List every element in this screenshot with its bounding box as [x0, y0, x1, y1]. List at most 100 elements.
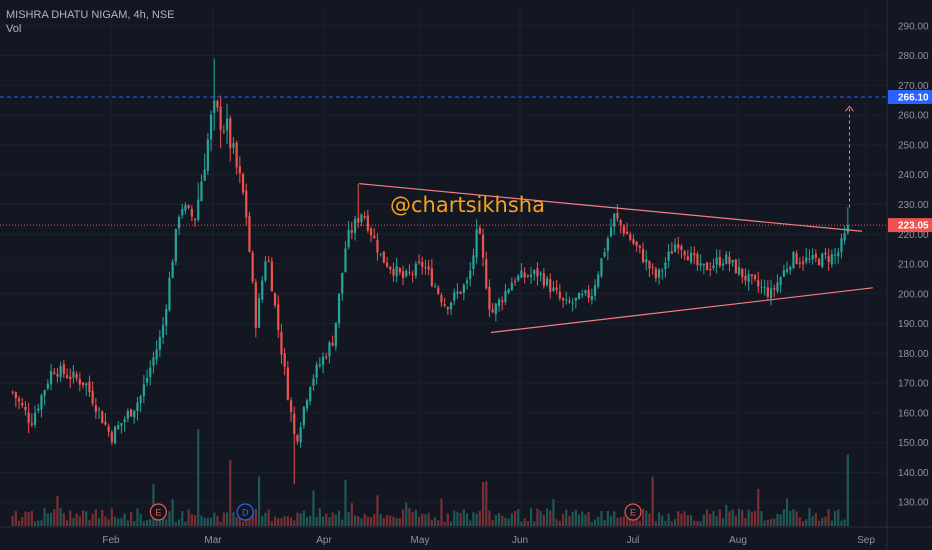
volume-bar: [574, 509, 577, 526]
volume-bar: [347, 512, 350, 526]
candle-body: [72, 371, 75, 378]
candle-body: [414, 263, 417, 276]
candle-body: [846, 225, 849, 233]
candle-body: [497, 299, 501, 307]
volume-bar: [526, 521, 529, 526]
candle-body: [494, 303, 497, 314]
candle-body: [520, 270, 523, 278]
candle-body: [30, 423, 33, 426]
volume-bar: [462, 509, 465, 526]
candle-body: [606, 238, 609, 252]
candle-body: [533, 270, 536, 274]
volume-bar: [65, 520, 69, 526]
candle-body: [833, 254, 837, 256]
candle-body: [795, 253, 798, 264]
volume-bar: [225, 512, 229, 526]
volume-bar: [545, 508, 549, 526]
volume-bar: [741, 509, 744, 526]
earnings-marker: [624, 503, 642, 521]
candle-body: [689, 252, 693, 263]
volume-bar: [241, 521, 245, 526]
candle-body: [645, 259, 648, 263]
volume-bar: [814, 513, 817, 526]
volume-bar: [69, 510, 72, 526]
volume-bar: [91, 513, 94, 526]
volume-bar: [491, 519, 494, 526]
y-tick-label: 270.00: [898, 81, 929, 92]
candle-body: [261, 280, 264, 300]
volume-bar: [581, 511, 584, 526]
volume-bar: [168, 511, 171, 526]
y-tick-label: 170.00: [898, 379, 929, 390]
candle-body: [78, 378, 81, 385]
candle-body: [539, 272, 542, 275]
volume-bar: [94, 509, 97, 526]
candle-body: [206, 139, 209, 171]
candle-body: [337, 293, 341, 324]
candle-body: [433, 286, 437, 288]
candle-body: [257, 298, 261, 328]
candle-body: [235, 142, 238, 168]
volume-bar: [510, 513, 513, 526]
volume-bar: [123, 513, 126, 526]
volume-bar: [78, 516, 81, 526]
volume-bar: [56, 495, 59, 526]
volume-bar: [17, 520, 21, 526]
volume-bar: [334, 514, 337, 526]
candle-body: [113, 426, 117, 444]
chart-header: MISHRA DHATU NIGAM, 4h, NSE Vol: [6, 8, 175, 36]
target-arrow-head: [845, 105, 854, 112]
candle-body: [683, 251, 686, 256]
candle-body: [401, 271, 405, 278]
volume-bar: [405, 502, 408, 526]
candle-body: [14, 392, 17, 399]
volume-bar: [40, 520, 43, 526]
volume-bar: [440, 498, 443, 526]
candle-body: [817, 259, 821, 266]
candle-body: [209, 114, 213, 140]
candle-body: [254, 282, 257, 329]
volume-bar: [312, 490, 315, 526]
volume-bar: [427, 512, 430, 526]
candle-body: [603, 252, 606, 257]
candle-body: [398, 268, 401, 273]
dividend-marker-label: D: [242, 508, 249, 518]
candle-body: [641, 248, 645, 263]
volume-bar: [517, 509, 520, 526]
volume-bar: [488, 510, 491, 526]
volume-bar: [235, 517, 238, 526]
candle-body: [741, 268, 744, 278]
volume-bar: [536, 508, 539, 526]
volume-bar: [37, 520, 40, 526]
candle-body: [440, 295, 443, 303]
volume-bar: [494, 515, 497, 526]
candle-body: [155, 349, 158, 360]
candle-body: [577, 293, 581, 300]
x-tick-label: Jul: [627, 535, 640, 546]
volume-bar: [21, 517, 24, 526]
volume-bar: [776, 514, 779, 526]
volume-bar: [363, 513, 366, 526]
volume-bar: [232, 512, 235, 526]
y-tick-label: 230.00: [898, 200, 929, 211]
volume-bar: [558, 521, 561, 526]
volume-bar: [715, 516, 718, 526]
candle-body: [629, 233, 632, 240]
volume-bar: [830, 520, 833, 526]
candle-body: [43, 390, 46, 396]
candle-body: [357, 217, 360, 223]
candle-body: [558, 291, 561, 299]
volume-bar: [501, 515, 504, 526]
y-tick-label: 240.00: [898, 170, 929, 181]
volume-bar: [846, 454, 849, 526]
candle-body: [232, 143, 235, 148]
candle-body: [17, 398, 21, 402]
volume-bar: [289, 517, 293, 526]
watermark-text: @chartsikhsha: [390, 193, 545, 217]
candle-body: [197, 199, 200, 220]
y-tick-label: 220.00: [898, 230, 929, 241]
volume-bar: [539, 510, 542, 526]
candle-body: [760, 286, 763, 288]
